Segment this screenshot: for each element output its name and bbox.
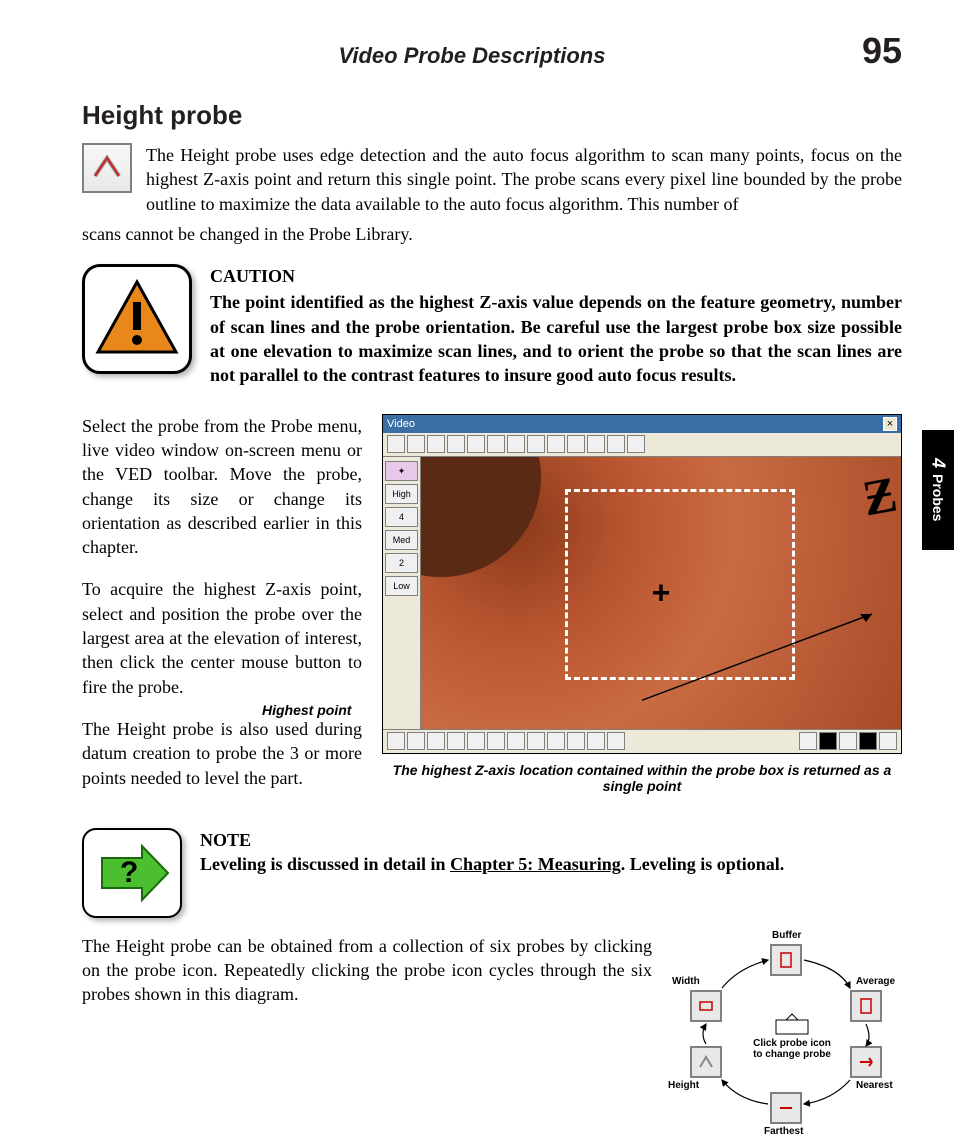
note-suffix: . Leveling is optional.	[621, 854, 785, 874]
toolbar-button[interactable]	[879, 732, 897, 750]
note-prefix: Leveling is discussed in detail in	[200, 854, 450, 874]
toolbar-button[interactable]	[447, 732, 465, 750]
height-probe-icon	[82, 143, 132, 193]
left-button-star[interactable]: ✦	[385, 461, 418, 481]
section-title: Height probe	[82, 100, 902, 131]
toolbar-button[interactable]	[607, 732, 625, 750]
note-icon: ?	[82, 828, 182, 918]
chapter-number: 4	[928, 458, 949, 468]
probe-outline-box	[565, 489, 795, 679]
mid-p1: Select the probe from the Probe menu, li…	[82, 414, 362, 560]
toolbar-button[interactable]	[799, 732, 817, 750]
toolbar-button[interactable]	[387, 732, 405, 750]
toolbar-button[interactable]	[487, 732, 505, 750]
toolbar-button[interactable]	[547, 435, 565, 453]
toolbar-button[interactable]	[387, 435, 405, 453]
cycle-node-width	[690, 990, 722, 1022]
chapter-side-tab: 4 Probes	[922, 430, 954, 550]
left-button-low[interactable]: Low	[385, 576, 418, 596]
intro-continuation: scans cannot be changed in the Probe Lib…	[82, 222, 902, 246]
scribble-mark: Ƶ	[858, 464, 901, 527]
bottom-paragraph: The Height probe can be obtained from a …	[82, 934, 652, 1007]
toolbar-button[interactable]	[527, 435, 545, 453]
toolbar-button[interactable]	[587, 435, 605, 453]
video-window-screenshot: Video × ✦ High	[382, 414, 902, 754]
caution-text-block: CAUTION The point identified as the high…	[210, 264, 902, 387]
note-text-block: NOTE Leveling is discussed in detail in …	[200, 828, 784, 877]
figure-caption: The highest Z-axis location contained wi…	[382, 762, 902, 794]
note-block: ? NOTE Leveling is discussed in detail i…	[82, 828, 902, 918]
dark-region	[421, 457, 541, 577]
bottom-block: The Height probe can be obtained from a …	[82, 934, 902, 1134]
toolbar-button[interactable]	[507, 732, 525, 750]
caution-body: The point identified as the highest Z-ax…	[210, 292, 902, 385]
toolbar-button[interactable]	[547, 732, 565, 750]
bottom-toolbar	[383, 729, 901, 753]
toolbar-button[interactable]	[427, 732, 445, 750]
note-chapter-link[interactable]: Chapter 5: Measuring	[450, 854, 621, 874]
toolbar-button[interactable]	[567, 435, 585, 453]
cycle-node-buffer	[770, 944, 802, 976]
top-toolbar	[383, 433, 901, 457]
header-title: Video Probe Descriptions	[82, 43, 862, 69]
left-button-high[interactable]: High	[385, 484, 418, 504]
chapter-label: Probes	[930, 474, 946, 521]
left-button-2[interactable]: 2	[385, 553, 418, 573]
cycle-node-average	[850, 990, 882, 1022]
toolbar-button[interactable]	[427, 435, 445, 453]
cycle-node-nearest	[850, 1046, 882, 1078]
cycle-center-text: Click probe icon to change probe	[742, 1012, 842, 1060]
caution-icon	[82, 264, 192, 374]
cycle-node-height	[690, 1046, 722, 1078]
toolbar-button[interactable]	[627, 435, 645, 453]
cycle-center-line1: Click probe icon	[742, 1038, 842, 1049]
note-label: NOTE	[200, 828, 784, 852]
toolbar-button[interactable]	[839, 732, 857, 750]
page-header: Video Probe Descriptions 95	[82, 30, 902, 72]
crosshair-icon: +	[652, 574, 671, 611]
left-button-4[interactable]: 4	[385, 507, 418, 527]
cycle-label-average: Average	[856, 976, 895, 987]
video-image-area: Ƶ +	[421, 457, 901, 729]
toolbar-button[interactable]	[607, 435, 625, 453]
toolbar-button[interactable]	[507, 435, 525, 453]
toolbar-button[interactable]	[527, 732, 545, 750]
mid-left-text: Select the probe from the Probe menu, li…	[82, 414, 362, 808]
cycle-center-line2: to change probe	[742, 1049, 842, 1060]
mid-content: Select the probe from the Probe menu, li…	[82, 414, 902, 808]
left-button-med[interactable]: Med	[385, 530, 418, 550]
toolbar-button[interactable]	[467, 435, 485, 453]
toolbar-button[interactable]	[447, 435, 465, 453]
cycle-label-nearest: Nearest	[856, 1080, 893, 1091]
probe-cycle-diagram: Buffer Average Nearest Farthest Height W…	[672, 934, 902, 1134]
mid-p2: To acquire the highest Z-axis point, sel…	[82, 577, 362, 698]
toolbar-button[interactable]	[487, 435, 505, 453]
toolbar-button[interactable]	[407, 732, 425, 750]
toolbar-button[interactable]	[407, 435, 425, 453]
window-title: Video	[387, 418, 415, 430]
cycle-label-height: Height	[668, 1080, 699, 1091]
toolbar-button[interactable]	[467, 732, 485, 750]
cycle-label-buffer: Buffer	[772, 930, 801, 941]
toolbar-button[interactable]	[587, 732, 605, 750]
svg-text:?: ?	[120, 856, 138, 889]
cycle-node-farthest	[770, 1092, 802, 1124]
toolbar-button[interactable]	[819, 732, 837, 750]
intro-first-lines: The Height probe uses edge detection and…	[146, 143, 902, 216]
toolbar-button[interactable]	[859, 732, 877, 750]
toolbar-button[interactable]	[567, 732, 585, 750]
highest-point-label: Highest point	[262, 702, 351, 718]
intro-block: The Height probe uses edge detection and…	[82, 143, 902, 216]
close-icon[interactable]: ×	[883, 417, 897, 431]
caution-label: CAUTION	[210, 264, 902, 288]
cycle-label-farthest: Farthest	[764, 1126, 803, 1137]
cycle-label-width: Width	[672, 976, 700, 987]
left-toolbar: ✦ High 4 Med 2 Low	[383, 457, 421, 729]
page-number: 95	[862, 30, 902, 72]
window-titlebar: Video ×	[383, 415, 901, 433]
caution-block: CAUTION The point identified as the high…	[82, 264, 902, 387]
mid-p3: The Height probe is also used during dat…	[82, 717, 362, 790]
